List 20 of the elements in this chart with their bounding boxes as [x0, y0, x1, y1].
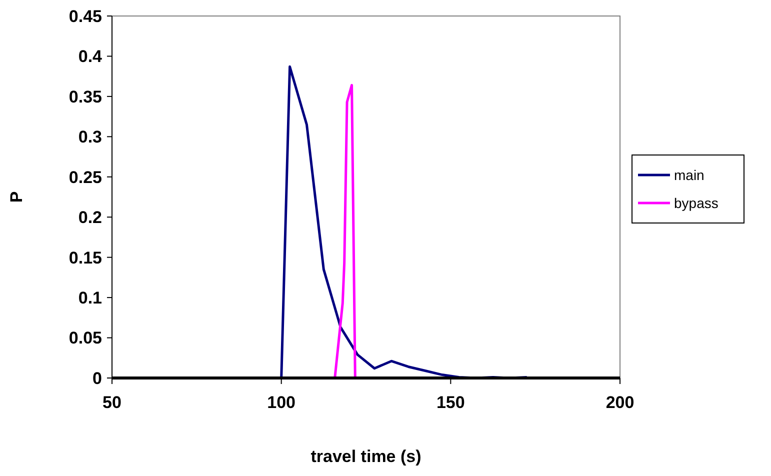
x-tick-label: 50	[102, 393, 122, 412]
legend-label: bypass	[674, 194, 718, 211]
y-tick-label: 0.2	[78, 208, 102, 228]
y-axis-title: P	[7, 191, 26, 203]
x-tick-label: 100	[267, 393, 296, 412]
y-tick-label: 0.3	[78, 128, 102, 147]
y-tick-label: 0.1	[78, 288, 102, 308]
y-tick-label: 0.45	[68, 6, 102, 26]
line-series	[280, 65, 528, 380]
y-tick-label: 0	[92, 368, 102, 388]
y-tick-label: 0.4	[78, 47, 103, 66]
y-tick-label: 0.05	[68, 328, 102, 348]
y-tick-label: 0.35	[68, 87, 102, 106]
y-tick-label: 0.25	[68, 168, 102, 187]
legend-label: main	[674, 166, 704, 183]
y-tick-label: 0.15	[68, 248, 102, 268]
x-tick-label: 200	[606, 393, 634, 412]
line-series	[334, 84, 356, 380]
x-axis-title: travel time (s)	[310, 447, 422, 466]
x-tick-label: 150	[436, 393, 465, 412]
